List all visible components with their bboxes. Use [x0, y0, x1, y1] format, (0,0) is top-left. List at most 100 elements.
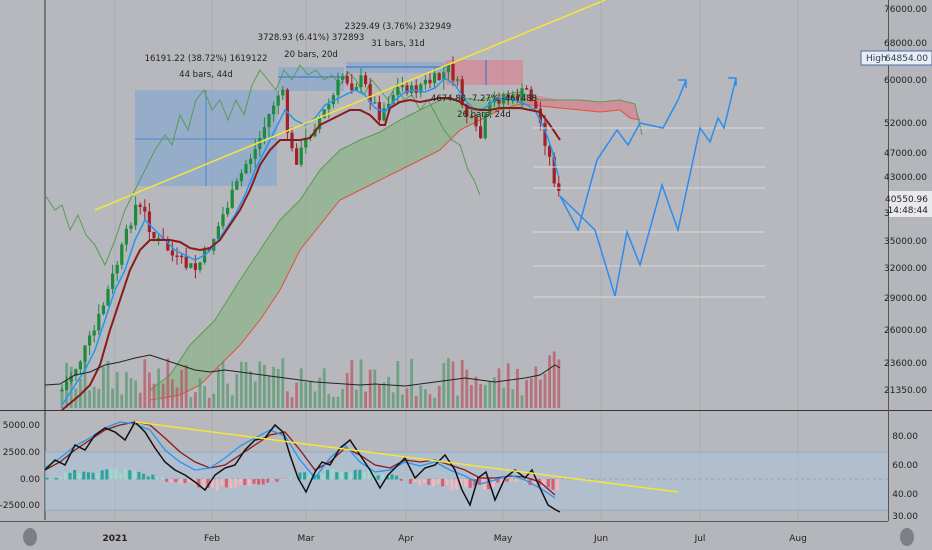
candle[interactable]	[101, 305, 105, 314]
candle[interactable]	[152, 231, 156, 239]
price-pane[interactable]	[0, 0, 888, 410]
candle[interactable]	[414, 85, 418, 93]
candle[interactable]	[451, 63, 455, 81]
candle[interactable]	[548, 145, 552, 157]
candle[interactable]	[249, 158, 253, 164]
candle[interactable]	[129, 225, 133, 229]
candle[interactable]	[60, 389, 64, 392]
candle[interactable]	[120, 244, 124, 265]
candle[interactable]	[276, 95, 280, 106]
candle[interactable]	[419, 84, 423, 93]
rising-trendline[interactable]	[94, 0, 606, 211]
candle[interactable]	[138, 204, 142, 207]
candle[interactable]	[341, 76, 345, 80]
candle[interactable]	[364, 75, 368, 85]
candle[interactable]	[193, 263, 197, 270]
candle[interactable]	[78, 361, 82, 370]
price-axis[interactable]	[888, 0, 932, 520]
candle[interactable]	[456, 79, 460, 81]
candle[interactable]	[143, 206, 147, 212]
candle[interactable]	[405, 85, 409, 94]
candle[interactable]	[350, 83, 354, 91]
time-axis[interactable]	[0, 522, 888, 550]
candle[interactable]	[65, 381, 69, 390]
candle[interactable]	[322, 109, 326, 118]
candle[interactable]	[230, 189, 234, 208]
measure-box-4[interactable]	[446, 60, 523, 85]
measure-box-1[interactable]	[135, 90, 277, 186]
candle[interactable]	[382, 108, 386, 121]
candle[interactable]	[354, 87, 358, 91]
candle[interactable]	[377, 102, 381, 121]
candle[interactable]	[400, 85, 404, 88]
candle[interactable]	[460, 79, 464, 106]
projection-path-a[interactable]	[559, 79, 687, 233]
candle[interactable]	[396, 87, 400, 96]
candle[interactable]	[226, 207, 230, 215]
candle[interactable]	[295, 148, 299, 165]
candle[interactable]	[111, 273, 115, 289]
candle[interactable]	[515, 95, 519, 102]
measure-box-2[interactable]	[278, 67, 344, 91]
candle[interactable]	[157, 237, 161, 240]
measure-box-3[interactable]	[346, 62, 446, 73]
candle[interactable]	[244, 163, 248, 174]
candle[interactable]	[253, 148, 257, 159]
candle[interactable]	[428, 79, 432, 84]
candle[interactable]	[483, 114, 487, 139]
candle[interactable]	[239, 173, 243, 182]
candle[interactable]	[359, 75, 363, 88]
candle[interactable]	[180, 255, 184, 258]
candle[interactable]	[497, 99, 501, 104]
candle[interactable]	[83, 345, 87, 362]
candle[interactable]	[525, 88, 529, 90]
candle[interactable]	[538, 108, 542, 123]
candle[interactable]	[189, 263, 193, 268]
candle[interactable]	[474, 117, 478, 127]
candle[interactable]	[502, 94, 506, 104]
candle[interactable]	[410, 85, 414, 94]
candle[interactable]	[442, 72, 446, 80]
candle[interactable]	[469, 116, 473, 119]
candle[interactable]	[529, 89, 533, 102]
candle[interactable]	[262, 127, 266, 138]
candle[interactable]	[175, 255, 179, 257]
candle[interactable]	[267, 114, 271, 128]
falling-trendline[interactable]	[134, 421, 679, 493]
candle[interactable]	[465, 105, 469, 117]
candle[interactable]	[423, 79, 427, 85]
projection-path-b[interactable]	[559, 77, 737, 297]
candle[interactable]	[69, 375, 73, 382]
candle[interactable]	[74, 369, 78, 376]
candle[interactable]	[557, 183, 561, 191]
candle[interactable]	[198, 262, 202, 270]
candle[interactable]	[534, 101, 538, 109]
candle[interactable]	[318, 117, 322, 130]
candle[interactable]	[552, 156, 556, 184]
candle[interactable]	[221, 214, 225, 227]
candle[interactable]	[488, 102, 492, 115]
candle[interactable]	[92, 330, 96, 336]
candle[interactable]	[258, 137, 262, 149]
candle[interactable]	[299, 147, 303, 165]
candle[interactable]	[235, 181, 239, 190]
settings-button[interactable]	[900, 528, 914, 546]
candle[interactable]	[479, 126, 483, 139]
candle[interactable]	[446, 63, 450, 73]
candle[interactable]	[336, 79, 340, 96]
candle[interactable]	[166, 240, 170, 251]
candle[interactable]	[170, 250, 174, 256]
candle[interactable]	[331, 95, 335, 105]
candle[interactable]	[88, 335, 92, 346]
candle[interactable]	[543, 122, 547, 146]
candle[interactable]	[115, 264, 119, 274]
candle[interactable]	[147, 211, 151, 232]
candle[interactable]	[345, 76, 349, 84]
candle[interactable]	[391, 95, 395, 104]
candle[interactable]	[327, 104, 331, 110]
candle[interactable]	[134, 204, 138, 226]
candle[interactable]	[506, 94, 510, 101]
candle[interactable]	[97, 313, 101, 331]
candle[interactable]	[216, 226, 220, 240]
